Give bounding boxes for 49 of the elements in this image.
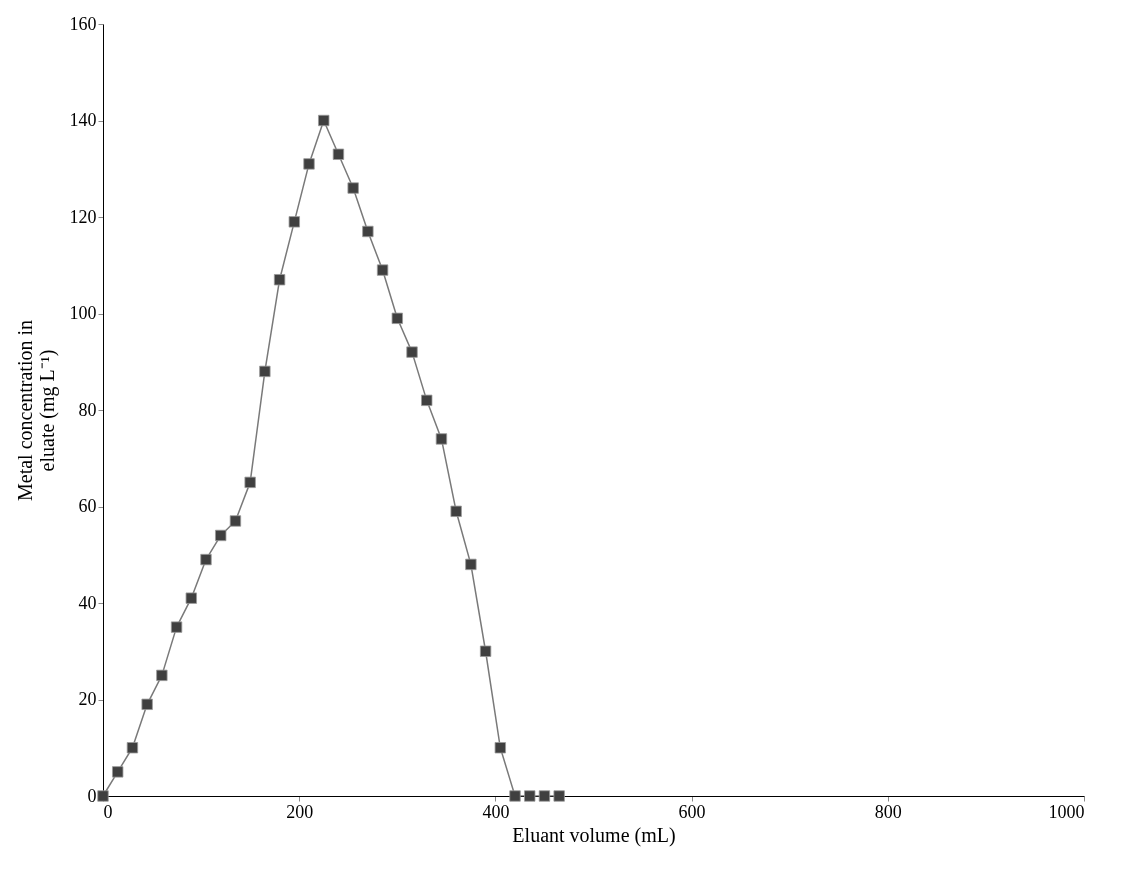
point bbox=[362, 225, 374, 238]
point bbox=[229, 515, 242, 527]
point bbox=[450, 505, 462, 517]
y-axis-title: Metal concentration in eluate (mg L⁻¹) bbox=[13, 319, 59, 502]
point bbox=[303, 158, 315, 170]
point bbox=[112, 766, 124, 778]
point bbox=[185, 592, 197, 604]
y-tick-label: 0 bbox=[87, 785, 97, 806]
x-tick-label: 0 bbox=[103, 801, 113, 822]
x-tick-label: 200 bbox=[286, 801, 314, 822]
point bbox=[126, 742, 139, 754]
point bbox=[421, 394, 433, 406]
point bbox=[553, 790, 565, 802]
point bbox=[479, 645, 492, 657]
y-tick-label: 120 bbox=[69, 206, 97, 227]
y-tick-label: 100 bbox=[69, 303, 97, 323]
x-tick-label: 400 bbox=[482, 801, 510, 822]
y-tick-label: 40 bbox=[78, 592, 97, 613]
point bbox=[288, 216, 300, 228]
y-tick-label: 20 bbox=[78, 689, 97, 709]
point bbox=[538, 790, 551, 802]
point bbox=[406, 346, 418, 358]
point bbox=[391, 312, 403, 324]
point bbox=[156, 669, 168, 682]
y-tick-label: 140 bbox=[69, 110, 97, 130]
point bbox=[273, 274, 286, 286]
y-tick-label: 80 bbox=[78, 399, 97, 420]
x-tick-label: 1000 bbox=[1048, 801, 1085, 822]
point bbox=[244, 476, 256, 489]
point bbox=[318, 114, 330, 127]
point bbox=[332, 148, 345, 160]
x-tick-label: 800 bbox=[874, 801, 902, 822]
point bbox=[347, 182, 359, 194]
point bbox=[170, 621, 183, 633]
point bbox=[524, 790, 536, 802]
point bbox=[509, 790, 521, 802]
x-axis-title: Eluant volume (mL) bbox=[512, 823, 676, 847]
point bbox=[494, 742, 506, 754]
point bbox=[465, 558, 477, 571]
point bbox=[259, 365, 271, 378]
y-tick-label: 60 bbox=[78, 496, 97, 516]
point bbox=[200, 553, 212, 566]
point bbox=[376, 264, 389, 276]
point bbox=[97, 790, 109, 802]
point bbox=[215, 529, 227, 542]
y-tick-label: 160 bbox=[69, 13, 97, 34]
x-tick-label: 600 bbox=[678, 801, 706, 822]
point bbox=[435, 433, 448, 445]
point bbox=[141, 698, 153, 710]
